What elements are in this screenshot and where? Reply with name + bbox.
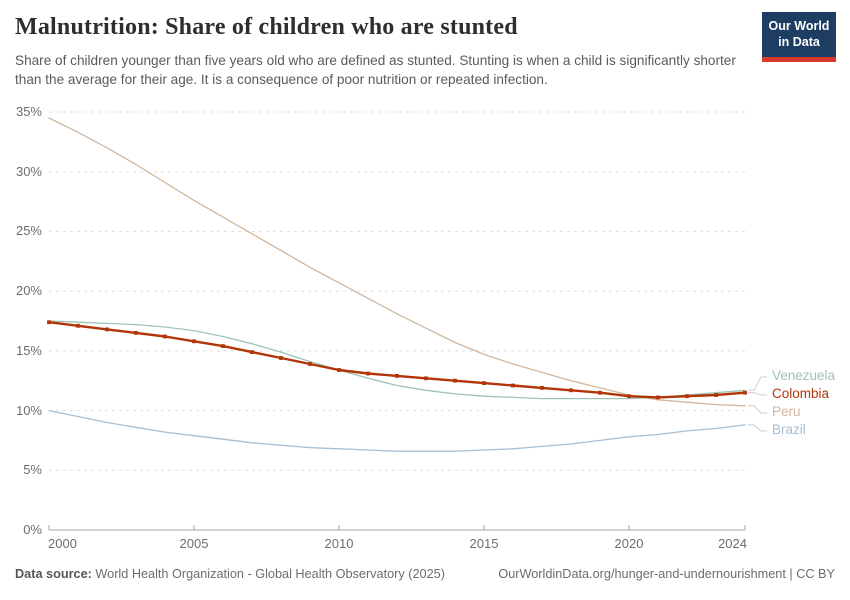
data-point-colombia[interactable] [105,327,109,332]
series-line-peru[interactable] [48,117,746,407]
legend-connector [748,424,767,432]
data-point-colombia[interactable] [366,371,370,376]
data-point-colombia[interactable] [482,381,486,385]
owid-logo[interactable]: Our World in Data [762,12,836,62]
data-point-colombia[interactable] [221,344,225,348]
data-point-colombia[interactable] [540,386,544,390]
datasource-text: World Health Organization - Global Healt… [95,567,445,581]
legend-connector [748,405,767,414]
owid-logo-line2: in Data [778,35,820,50]
legend-label-venezuela[interactable]: Venezuela [772,368,836,383]
data-point-colombia[interactable] [395,374,399,378]
datasource-label: Data source: [15,567,92,581]
data-point-colombia[interactable] [134,331,138,335]
data-point-colombia[interactable] [685,394,689,399]
data-point-colombia[interactable] [656,395,660,400]
owid-logo-line1: Our World [768,19,830,33]
data-point-colombia[interactable] [47,320,51,325]
series-line-brazil[interactable] [48,409,746,452]
datasource: Data source: World Health Organization -… [15,567,445,581]
legend-connector [748,376,767,391]
data-point-colombia[interactable] [163,334,167,339]
series-line-venezuela[interactable] [48,320,746,400]
legend-label-brazil[interactable]: Brazil [772,422,806,437]
legend-connector [748,392,767,396]
data-point-colombia[interactable] [569,388,573,393]
data-point-colombia[interactable] [627,394,631,399]
data-point-colombia[interactable] [743,390,747,395]
legend-label-colombia[interactable]: Colombia [772,386,830,401]
legend-label-peru[interactable]: Peru [772,404,801,419]
data-point-colombia[interactable] [511,383,515,388]
data-point-colombia[interactable] [598,390,602,395]
data-point-colombia[interactable] [250,350,254,354]
data-point-colombia[interactable] [308,362,312,366]
data-point-colombia[interactable] [424,376,428,381]
data-point-colombia[interactable] [714,393,718,397]
chart-footer: Data source: World Health Organization -… [15,567,835,581]
data-point-colombia[interactable] [337,368,341,372]
chart-subtitle: Share of children younger than five year… [15,53,736,88]
page-title: Malnutrition: Share of children who are … [15,14,518,40]
footer-link[interactable]: OurWorldinData.org/hunger-and-undernouri… [498,567,835,581]
data-point-colombia[interactable] [192,339,196,344]
data-point-colombia[interactable] [279,356,283,360]
data-point-colombia[interactable] [453,378,457,383]
data-point-colombia[interactable] [76,323,80,328]
